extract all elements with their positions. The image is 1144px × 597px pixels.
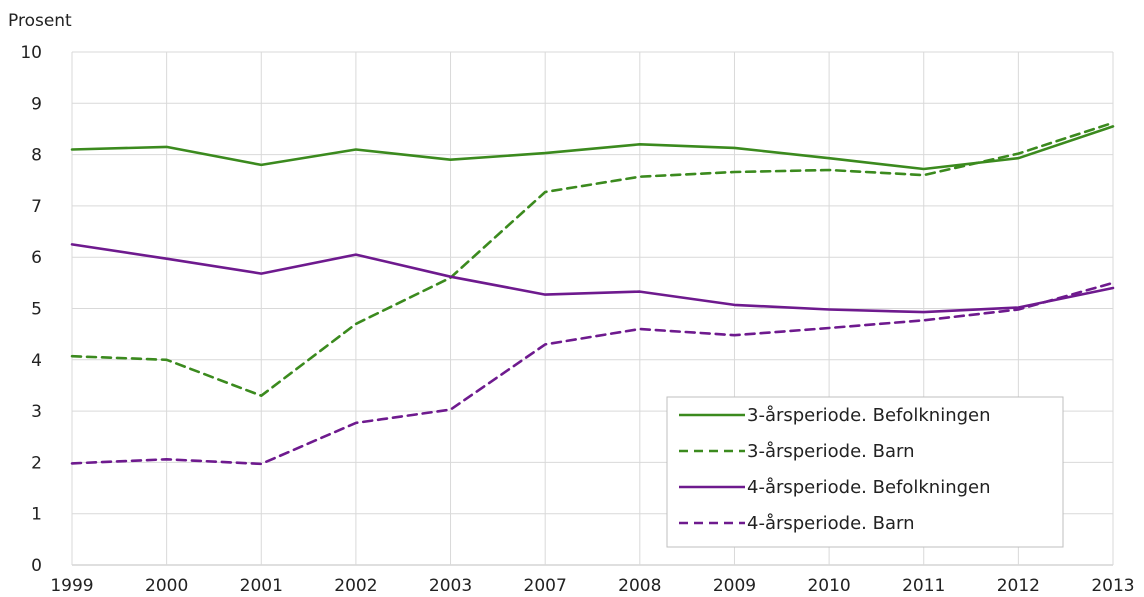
series-line-2 <box>70 121 1115 398</box>
legend-label: 4-årsperiode. Befolkningen <box>747 477 991 498</box>
y-tick-label: 5 <box>31 300 42 320</box>
y-tick-label: 0 <box>31 556 42 576</box>
legend-label: 3-årsperiode. Befolkningen <box>747 405 991 426</box>
x-tick-label: 2000 <box>145 576 188 596</box>
legend: 3-årsperiode. Befolkningen 3-årsperiode. … <box>666 396 1064 548</box>
y-tick-label: 3 <box>31 402 42 422</box>
tick-labels: 0 1 2 3 4 5 6 7 8 9 10 1999 2000 2001 2002 2003 2007 2008… <box>20 43 1134 596</box>
series-lines <box>70 121 1115 466</box>
x-tick-label: 1999 <box>50 576 93 596</box>
legend-label: 4-årsperiode. Barn <box>747 513 914 534</box>
x-tick-label: 2012 <box>997 576 1040 596</box>
y-tick-label: 1 <box>31 505 42 525</box>
x-tick-label: 2002 <box>334 576 377 596</box>
x-tick-label: 2009 <box>713 576 756 596</box>
x-tick-label: 2013 <box>1091 576 1134 596</box>
y-tick-label: 8 <box>31 146 42 166</box>
series-line-3 <box>70 243 1115 314</box>
series-line-1 <box>70 125 1115 171</box>
y-tick-label: 10 <box>20 43 42 63</box>
x-tick-label: 2011 <box>902 576 945 596</box>
y-axis-title: Prosent <box>8 11 72 31</box>
y-tick-label: 7 <box>31 197 42 217</box>
y-tick-label: 6 <box>31 248 42 268</box>
legend-label: 3-årsperiode. Barn <box>747 441 914 462</box>
x-tick-label: 2001 <box>240 576 283 596</box>
y-tick-label: 4 <box>31 351 42 371</box>
y-tick-label: 9 <box>31 94 42 114</box>
y-tick-label: 2 <box>31 453 42 473</box>
x-tick-label: 2010 <box>807 576 850 596</box>
x-tick-label: 2007 <box>524 576 567 596</box>
series-line-4 <box>70 281 1115 466</box>
x-tick-label: 2003 <box>429 576 472 596</box>
x-tick-label: 2008 <box>618 576 661 596</box>
